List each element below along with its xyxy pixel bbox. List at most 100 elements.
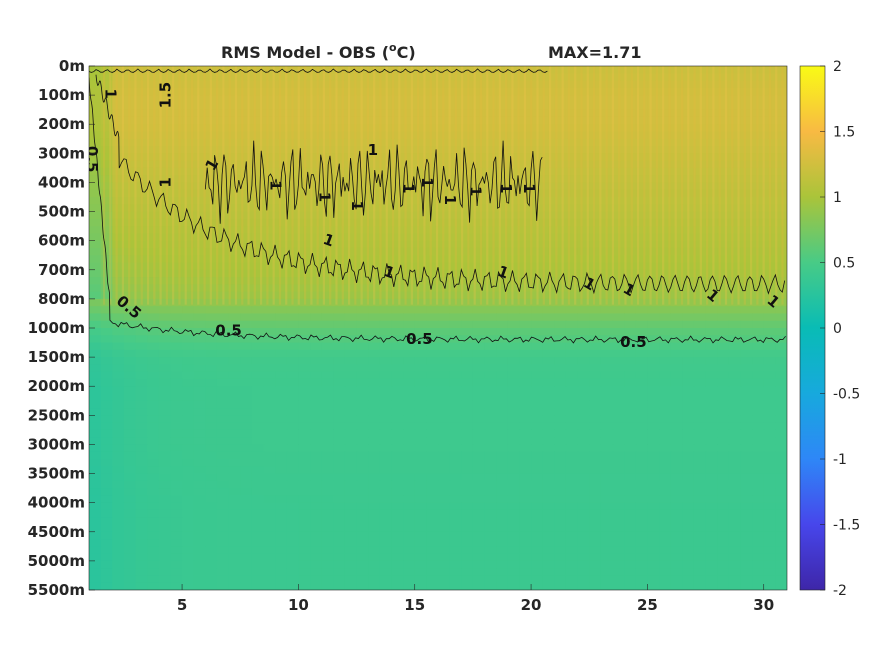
heat-cell [228, 146, 241, 154]
heat-cell [356, 342, 369, 351]
heat-cell [472, 444, 486, 453]
heat-cell [554, 233, 567, 242]
heat-cell [542, 197, 555, 205]
heat-cell [216, 364, 230, 373]
heat-cell [705, 197, 718, 205]
heat-cell [693, 328, 707, 336]
heat-cell [298, 146, 311, 154]
heat-cell [438, 226, 451, 234]
heat-cell [403, 102, 416, 111]
heat-cell [670, 291, 683, 300]
heat-cell [344, 66, 358, 74]
heat-cell [612, 495, 625, 504]
heat-cell [403, 488, 416, 496]
heat-cell [100, 582, 113, 590]
heat-cell [426, 357, 439, 365]
heat-cell [368, 124, 381, 133]
heat-cell [775, 109, 787, 118]
heat-cell [612, 582, 625, 590]
heat-cell [368, 378, 381, 387]
heat-cell [310, 182, 323, 191]
heat-cell [717, 378, 730, 387]
stripe [329, 66, 332, 305]
heat-cell [624, 502, 637, 511]
heat-cell [496, 444, 509, 453]
heat-cell [123, 437, 137, 446]
heat-cell [321, 313, 334, 322]
heat-cell [310, 197, 323, 205]
heat-cell [472, 429, 486, 438]
heat-cell [472, 473, 486, 482]
heat-cell [542, 517, 555, 526]
heat-cell [519, 466, 532, 475]
heat-cell [205, 386, 218, 395]
heat-cell [438, 371, 451, 380]
heat-cell [193, 277, 206, 285]
heat-cell [275, 197, 288, 205]
heat-cell [542, 444, 555, 453]
heat-cell [182, 393, 195, 402]
heat-cell [589, 73, 602, 82]
heat-cell [182, 509, 195, 518]
heat-cell [612, 328, 625, 336]
heat-cell [438, 95, 451, 103]
heat-cell [438, 291, 451, 300]
heat-cell [647, 371, 660, 380]
heat-cell [112, 87, 125, 96]
stripe [737, 66, 740, 305]
heat-cell [321, 197, 334, 205]
heat-cell [333, 517, 346, 526]
heat-cell [449, 400, 462, 409]
heat-cell [123, 451, 137, 460]
heat-cell [112, 116, 125, 125]
heat-cell [717, 313, 730, 322]
stripe [618, 66, 621, 305]
heat-cell [403, 568, 416, 577]
heat-cell [577, 480, 590, 489]
heat-cell [472, 197, 486, 205]
heat-cell [228, 87, 241, 96]
stripe [674, 66, 677, 305]
heat-cell [728, 291, 742, 300]
heat-cell [438, 320, 451, 329]
heat-cell [426, 306, 439, 315]
heat-cell [344, 386, 358, 395]
heat-cell [461, 509, 474, 518]
heat-cell [542, 153, 555, 162]
heat-cell [670, 582, 683, 590]
heat-cell [728, 313, 742, 322]
heat-cell [321, 553, 334, 562]
heat-cell [542, 364, 555, 373]
heat-cell [251, 517, 265, 526]
heat-cell [147, 429, 160, 438]
heat-cell [123, 146, 137, 154]
heat-cell [449, 568, 462, 577]
heat-cell [379, 517, 393, 526]
heat-cell [507, 473, 521, 482]
y-tick-label: 300m [38, 144, 85, 162]
heat-cell [763, 167, 776, 176]
heat-cell [705, 218, 718, 227]
heat-cell [635, 568, 648, 577]
heat-cell [472, 298, 486, 307]
heat-cell [193, 87, 206, 96]
heat-cell [100, 102, 113, 111]
heat-cell [484, 87, 497, 96]
heat-cell [693, 102, 707, 111]
heat-cell [275, 182, 288, 191]
heat-cell [577, 182, 590, 191]
heat-cell [600, 531, 614, 540]
heat-cell [461, 502, 474, 511]
heat-cell [263, 95, 276, 103]
heat-cell [659, 459, 672, 467]
stripe [498, 66, 501, 305]
heat-cell [449, 204, 462, 213]
heat-cell [216, 87, 230, 96]
heat-cell [251, 277, 265, 285]
heat-cell [112, 437, 125, 446]
heat-cell [461, 291, 474, 300]
heat-cell [565, 95, 579, 103]
heat-cell [182, 429, 195, 438]
heat-cell [182, 211, 195, 220]
heat-cell [379, 153, 393, 162]
